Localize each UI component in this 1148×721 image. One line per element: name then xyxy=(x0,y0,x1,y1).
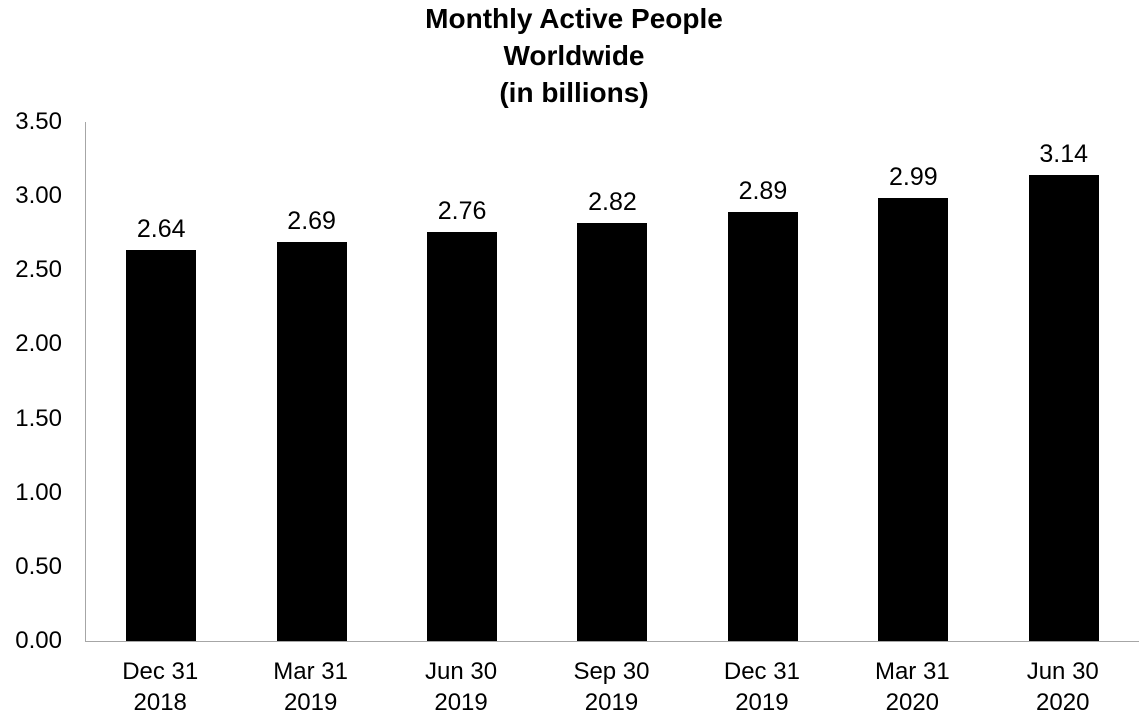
x-tick-label-line: 2018 xyxy=(133,689,187,716)
y-tick-label: 0.00 xyxy=(15,627,62,654)
x-tick-label: Mar 31 2019 xyxy=(235,656,385,718)
bar xyxy=(276,242,347,641)
x-tick-label-line: 2020 xyxy=(1036,689,1090,716)
y-tick-label: 1.00 xyxy=(15,478,62,506)
bar xyxy=(577,222,648,641)
x-tick-label-line: Dec 31 xyxy=(122,658,199,685)
x-tick-label-line: Mar 31 xyxy=(874,658,950,685)
bar xyxy=(126,249,197,641)
y-tick-label: 0.50 xyxy=(15,552,62,580)
bar-slot: 2.69 xyxy=(236,122,386,641)
bar-value-label: 2.89 xyxy=(738,177,788,206)
x-tick-label-line: Sep 30 xyxy=(573,658,650,685)
bar-value-label: 2.82 xyxy=(588,187,637,216)
chart-title-line-1: Monthly Active People xyxy=(425,3,723,34)
chart-title: Monthly Active People Worldwide (in bill… xyxy=(0,0,1148,111)
bar-slot: 2.76 xyxy=(387,122,537,641)
bar-value-label: 3.14 xyxy=(1039,140,1089,169)
x-tick-label-line: 2019 xyxy=(283,689,338,716)
bar-slot: 2.82 xyxy=(537,122,687,641)
bar-value-label: 2.64 xyxy=(136,214,186,243)
y-tick-label: 2.00 xyxy=(15,330,62,358)
x-tick-label-line: Mar 31 xyxy=(273,658,348,685)
bar-slot: 2.89 xyxy=(688,122,838,641)
bar-value-label: 2.76 xyxy=(437,196,487,225)
bar-slot: 2.99 xyxy=(838,122,988,641)
x-tick-label: Jun 30 2019 xyxy=(386,656,536,718)
bar-slot: 3.14 xyxy=(989,122,1139,641)
bar xyxy=(1028,175,1099,641)
x-tick-label-line: 2019 xyxy=(434,689,488,716)
x-tick-label-line: Dec 31 xyxy=(723,658,800,685)
chart-title-line-2: Worldwide xyxy=(503,40,645,71)
x-tick-label: Dec 31 2019 xyxy=(687,656,837,718)
x-tick-label-line: Jun 30 xyxy=(425,658,498,685)
bar xyxy=(878,197,949,641)
x-tick-label-line: 2020 xyxy=(885,689,940,716)
chart-title-line-3: (in billions) xyxy=(499,77,649,108)
y-tick-label: 3.00 xyxy=(15,182,62,210)
x-axis-labels: Dec 31 2018 Mar 31 2019 Jun 30 2019 Sep 30 2019… xyxy=(85,656,1138,718)
x-tick-label-line: 2019 xyxy=(735,689,789,716)
y-axis-labels: 3.50 3.00 2.50 2.00 1.50 1.00 0.50 0.00 xyxy=(6,108,62,654)
bar-value-label: 2.69 xyxy=(287,207,336,236)
x-tick-label-line: Jun 30 xyxy=(1026,658,1099,685)
bar-slot: 2.64 xyxy=(86,122,236,641)
y-tick-label: 3.50 xyxy=(15,108,62,135)
x-tick-label: Mar 31 2020 xyxy=(837,656,987,718)
x-tick-label: Jun 30 2020 xyxy=(988,656,1138,718)
x-tick-label-line: 2019 xyxy=(584,689,639,716)
bar-value-label: 2.99 xyxy=(888,162,938,191)
plot-area: 2.64 2.69 2.76 2.82 2.89 2.99 3.14 xyxy=(85,122,1139,642)
y-tick-label: 1.50 xyxy=(15,404,62,432)
y-tick-label: 2.50 xyxy=(15,256,62,284)
x-tick-label: Dec 31 2018 xyxy=(85,656,235,718)
x-tick-label: Sep 30 2019 xyxy=(536,656,686,718)
bar xyxy=(427,231,498,641)
bar xyxy=(727,212,798,641)
